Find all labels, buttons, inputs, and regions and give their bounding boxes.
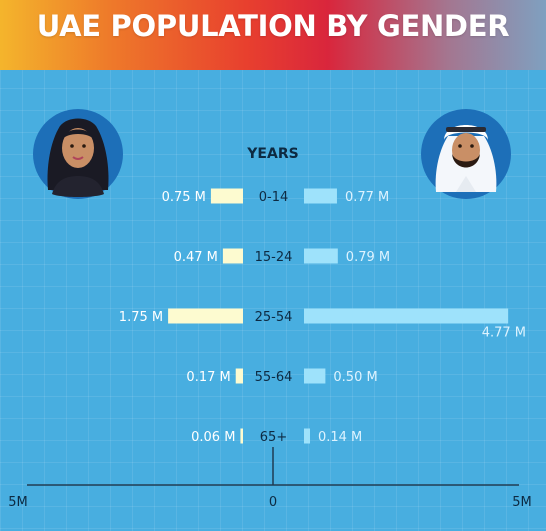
category-label: 0-14 — [259, 190, 289, 205]
male-value-label: 0.77 M — [345, 190, 389, 205]
category-label: 65+ — [260, 430, 287, 445]
x-tick-center: 0 — [269, 495, 277, 510]
category-label: 55-64 — [255, 370, 293, 385]
x-tick-left: 5M — [8, 495, 28, 510]
female-bar — [222, 248, 243, 264]
female-bar — [240, 428, 243, 444]
female-bar — [168, 308, 243, 324]
male-bar — [304, 248, 338, 264]
female-value-label: 0.17 M — [186, 370, 230, 385]
female-bar — [210, 188, 243, 204]
category-label: 15-24 — [255, 250, 293, 265]
female-value-label: 0.75 M — [162, 190, 206, 205]
male-bar — [304, 188, 337, 204]
male-bar — [304, 308, 509, 324]
male-value-label: 0.14 M — [318, 430, 362, 445]
man-avatar-icon — [421, 109, 511, 199]
female-bar — [235, 368, 243, 384]
female-value-label: 0.06 M — [191, 430, 235, 445]
title-banner — [0, 0, 546, 70]
male-value-label: 0.79 M — [346, 250, 390, 265]
chart-title: UAE POPULATION BY GENDER — [36, 9, 510, 43]
male-bar — [304, 368, 326, 384]
category-label: 25-54 — [255, 310, 293, 325]
category-axis-title: YEARS — [246, 146, 298, 162]
male-bar — [304, 428, 310, 444]
bars-layer: 0-14 0.75 M 0.77 M 15-24 0.47 M 0.79 M 25-54 1.… — [119, 188, 526, 445]
male-value-label: 4.77 M — [482, 326, 526, 341]
x-axis: 5M 0 5M — [8, 447, 532, 510]
woman-avatar-icon — [33, 109, 123, 199]
female-value-label: 0.47 M — [174, 250, 218, 265]
x-tick-right: 5M — [512, 495, 532, 510]
male-value-label: 0.50 M — [333, 370, 377, 385]
female-value-label: 1.75 M — [119, 310, 163, 325]
